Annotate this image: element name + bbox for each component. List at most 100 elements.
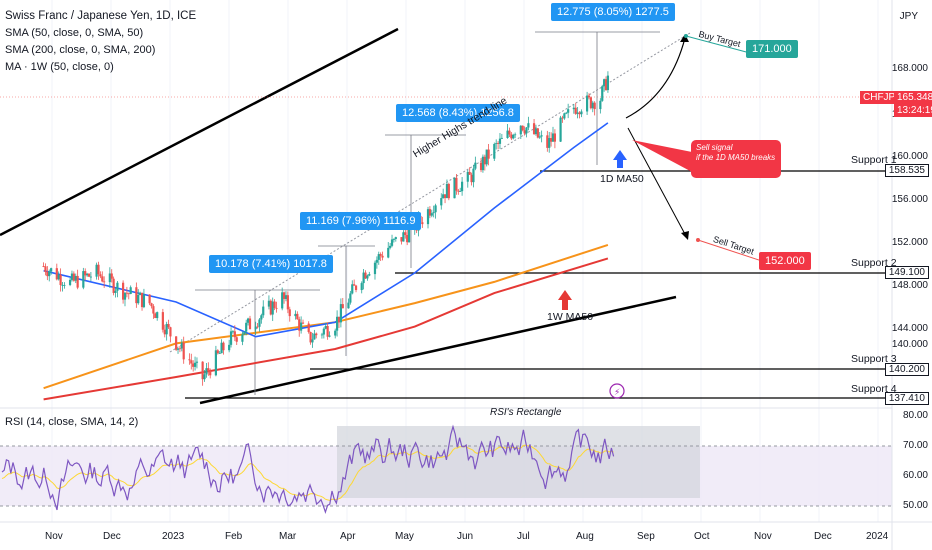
buy-projection-curve [625, 37, 686, 119]
candle-body [553, 133, 556, 142]
candle-body [220, 342, 223, 354]
buy-target-value[interactable]: 171.000 [746, 40, 798, 58]
candle-body [496, 143, 500, 144]
candle-body [375, 259, 378, 263]
candle-body [485, 149, 488, 165]
candle-body [381, 255, 384, 258]
candle-body [123, 292, 127, 300]
candle-body [95, 264, 98, 277]
candle-body [229, 331, 233, 345]
candle-body [368, 274, 371, 276]
currency-label[interactable]: JPY [899, 11, 918, 22]
candle-body [282, 292, 286, 299]
candle-body [550, 138, 553, 142]
candle-body [288, 309, 291, 317]
candle-body [538, 136, 541, 138]
sell-target-value[interactable]: 152.000 [759, 252, 811, 270]
candle-body [442, 194, 445, 199]
candle-body [334, 330, 337, 336]
candle-body [296, 313, 299, 320]
candle-body [565, 112, 568, 114]
candle-body [148, 294, 151, 304]
candle-body [540, 135, 543, 137]
candle-body [195, 361, 199, 363]
candle-body [445, 183, 449, 199]
move-1-label[interactable]: 10.178 (7.41%) 1017.8 [209, 255, 333, 273]
candle-body [443, 194, 447, 199]
candle-body [430, 213, 433, 216]
candle-body [256, 326, 259, 328]
candle-body [89, 276, 93, 278]
candle-body [281, 292, 284, 309]
candle-body [563, 113, 566, 119]
candle-body [339, 304, 342, 323]
candle-body [121, 282, 125, 300]
ma1w-legend[interactable]: MA · 1W (50, close, 0) [5, 61, 114, 73]
candle-body [468, 171, 471, 175]
x-tick: Apr [340, 531, 356, 542]
candle-body [192, 363, 195, 367]
candle-body [55, 268, 58, 280]
candle-body [498, 138, 502, 144]
candle-body [389, 245, 392, 248]
rsi-legend[interactable]: RSI (14, close, SMA, 14, 2) [5, 416, 139, 428]
move-2-label[interactable]: 11.169 (7.96%) 1116.9 [300, 212, 422, 230]
candle-body [512, 134, 515, 139]
y-tick: 148.000 [891, 280, 928, 291]
candle-body [231, 331, 235, 333]
candle-body [432, 212, 435, 214]
candle-body [209, 370, 212, 376]
candle-body [426, 209, 430, 225]
candle-body [267, 300, 271, 307]
candle-body [428, 209, 432, 216]
x-tick: Sep [637, 531, 655, 542]
candle-body [57, 274, 60, 280]
candle-body [532, 123, 536, 135]
candle-body [481, 156, 485, 171]
1w-ma50-label: 1W MA50 [547, 311, 594, 323]
x-tick: Oct [694, 531, 710, 542]
candle-body [203, 374, 206, 380]
candle-body [510, 134, 513, 139]
candle-body [606, 75, 610, 91]
candle-body [546, 135, 549, 148]
sma200-legend[interactable]: SMA (200, close, 0, SMA, 200) [5, 44, 156, 56]
candle-body [50, 268, 53, 272]
candle-body [527, 123, 530, 128]
candle-body [248, 318, 252, 330]
candle-body [447, 183, 450, 199]
move-3-label[interactable]: 12.568 (8.43%) 1256.8 [396, 104, 520, 122]
candle-body [152, 306, 155, 314]
candle-body [245, 322, 248, 332]
candle-body [390, 239, 394, 246]
candle-body [207, 368, 210, 371]
rsi-tick: 50.00 [902, 500, 928, 511]
sma50-legend[interactable]: SMA (50, close, 0, SMA, 50) [5, 27, 144, 39]
candle-body [284, 295, 288, 299]
candle-body [593, 102, 596, 110]
chart-title: Swiss Franc / Japanese Yen, 1D, ICE [5, 10, 197, 22]
candle-body [139, 292, 142, 295]
candle-body [298, 319, 301, 331]
lower-channel-line [199, 295, 677, 405]
sell-signal-label[interactable]: Sell signal if the 1D MA50 breaks [691, 140, 781, 178]
candle-body [129, 287, 132, 295]
candle-body [508, 130, 511, 135]
move-4-label[interactable]: 12.775 (8.05%) 1277.5 [551, 3, 675, 21]
candle-body [269, 300, 272, 315]
candle-body [254, 326, 257, 330]
candle-body [353, 284, 356, 286]
y-tick: 140.000 [891, 339, 928, 350]
candle-body [472, 168, 475, 183]
candle-body [580, 111, 583, 115]
candle-body [167, 324, 170, 328]
candle-body [457, 190, 460, 192]
x-tick: Nov [754, 531, 772, 542]
candle-body [603, 79, 606, 87]
event-icon [609, 383, 625, 399]
candle-body [591, 102, 594, 109]
candle-body [101, 276, 104, 282]
candle-body [521, 125, 524, 131]
candle-body [337, 316, 341, 323]
